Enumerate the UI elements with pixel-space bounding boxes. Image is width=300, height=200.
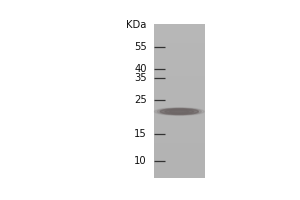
Bar: [154, 83, 205, 86]
Bar: [154, 127, 205, 130]
Bar: [154, 135, 205, 138]
Text: 55: 55: [134, 42, 147, 52]
Text: 35: 35: [134, 73, 147, 83]
Bar: [154, 94, 205, 97]
Text: KDa: KDa: [126, 20, 147, 30]
Bar: [154, 87, 205, 89]
Bar: [154, 145, 205, 147]
Bar: [154, 143, 205, 145]
Bar: [154, 102, 205, 105]
Bar: [154, 58, 205, 61]
Bar: [154, 112, 205, 114]
Bar: [154, 154, 205, 157]
Bar: [154, 81, 205, 84]
Bar: [154, 152, 205, 155]
Bar: [154, 171, 205, 174]
Bar: [154, 25, 205, 28]
Text: 40: 40: [134, 64, 147, 74]
Bar: [154, 77, 205, 80]
Bar: [154, 104, 205, 107]
Bar: [154, 146, 205, 149]
Text: 10: 10: [134, 156, 147, 166]
Bar: [154, 79, 205, 82]
Bar: [154, 62, 205, 64]
Ellipse shape: [165, 109, 194, 114]
Ellipse shape: [157, 108, 201, 115]
Bar: [154, 175, 205, 178]
Bar: [154, 68, 205, 70]
Bar: [154, 118, 205, 120]
Bar: [154, 33, 205, 36]
Bar: [154, 64, 205, 66]
Bar: [154, 160, 205, 163]
Bar: [154, 27, 205, 30]
Bar: [154, 48, 205, 51]
Bar: [154, 170, 205, 172]
Bar: [154, 31, 205, 34]
Bar: [154, 106, 205, 109]
Bar: [154, 137, 205, 140]
Bar: [154, 166, 205, 168]
Bar: [154, 116, 205, 118]
Bar: [154, 150, 205, 153]
Bar: [154, 98, 205, 101]
Bar: [154, 23, 205, 26]
Ellipse shape: [160, 109, 199, 114]
Bar: [154, 60, 205, 62]
Bar: [154, 39, 205, 41]
Bar: [154, 100, 205, 103]
Bar: [154, 141, 205, 143]
Bar: [154, 114, 205, 116]
Ellipse shape: [154, 108, 204, 115]
Ellipse shape: [170, 110, 189, 113]
Bar: [154, 85, 205, 88]
Bar: [154, 129, 205, 132]
Bar: [154, 96, 205, 99]
Bar: [154, 56, 205, 59]
Bar: [154, 29, 205, 32]
Bar: [154, 50, 205, 53]
Bar: [154, 110, 205, 113]
Bar: [154, 158, 205, 161]
Bar: [154, 46, 205, 49]
Bar: [154, 44, 205, 47]
Bar: [154, 73, 205, 76]
Bar: [154, 108, 205, 111]
Bar: [154, 89, 205, 91]
Bar: [154, 75, 205, 78]
Bar: [154, 66, 205, 68]
Bar: [154, 139, 205, 141]
Text: 25: 25: [134, 95, 147, 105]
Bar: [154, 168, 205, 170]
Bar: [154, 119, 205, 122]
Bar: [154, 69, 205, 72]
Bar: [154, 41, 205, 43]
Bar: [154, 121, 205, 124]
Bar: [154, 173, 205, 176]
Bar: [154, 123, 205, 126]
Bar: [154, 35, 205, 37]
Bar: [154, 52, 205, 55]
Bar: [154, 125, 205, 128]
Bar: [154, 162, 205, 165]
Bar: [154, 164, 205, 166]
Bar: [154, 54, 205, 57]
Bar: [154, 148, 205, 151]
Bar: [154, 131, 205, 134]
Bar: [154, 71, 205, 74]
Bar: [154, 37, 205, 39]
Bar: [154, 93, 205, 95]
Bar: [154, 156, 205, 159]
Text: 15: 15: [134, 129, 147, 139]
Bar: [154, 91, 205, 93]
Bar: [154, 133, 205, 136]
Bar: [154, 42, 205, 45]
